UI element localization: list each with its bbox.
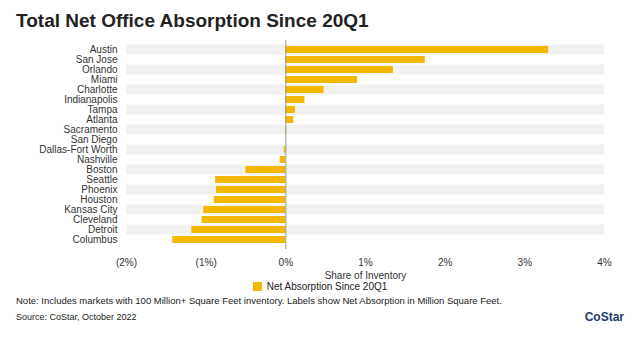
svg-text:1%: 1%	[358, 257, 373, 268]
html-text:Note: Includes markets with 10: Note: Includes markets with 100 Million+…	[16, 295, 502, 306]
svg-text:3%: 3%	[518, 257, 533, 268]
svg-text:Cleveland: Cleveland	[73, 214, 118, 226]
svg-text:Seattle: Seattle	[86, 174, 118, 186]
svg-text:San Diego: San Diego	[70, 134, 118, 146]
svg-text:Kansas City: Kansas City	[64, 204, 118, 216]
svg-text:Columbus: Columbus	[72, 234, 117, 245]
svg-text:Share of Inventory: Share of Inventory	[325, 270, 407, 281]
svg-text:Nashville: Nashville	[76, 154, 118, 166]
svg-text:San Jose: San Jose	[75, 54, 118, 66]
html-text:CoStar: CoStar	[584, 310, 624, 324]
svg-text:(1%): (1%)	[196, 257, 217, 268]
svg-text:Detroit: Detroit	[88, 224, 118, 236]
html-text:Net Absorption Since 20Q1: Net Absorption Since 20Q1	[266, 281, 388, 292]
svg-text:Charlotte: Charlotte	[76, 84, 118, 96]
svg-text:Indianapolis: Indianapolis	[64, 94, 118, 106]
html-text:Total Net Office Absorption Si: Total Net Office Absorption Since 20Q1	[16, 10, 369, 31]
html-text:Source: CoStar, October 2022: Source: CoStar, October 2022	[16, 312, 137, 322]
svg-text:Phoenix: Phoenix	[81, 184, 118, 196]
svg-text:Miami: Miami	[90, 74, 118, 86]
svg-text:Houston: Houston	[80, 194, 118, 206]
svg-text:Tampa: Tampa	[87, 104, 118, 116]
svg-text:(2%): (2%)	[116, 257, 137, 268]
svg-text:Atlanta: Atlanta	[86, 114, 118, 126]
svg-text:Austin: Austin	[89, 44, 118, 56]
svg-text:Orlando: Orlando	[81, 64, 118, 76]
svg-text:Sacramento: Sacramento	[63, 124, 118, 136]
svg-text:Boston: Boston	[86, 164, 118, 176]
svg-text:Dallas-Fort Worth: Dallas-Fort Worth	[39, 144, 118, 156]
svg-text:2%: 2%	[438, 257, 453, 268]
svg-text:4%: 4%	[597, 257, 612, 268]
svg-text:0%: 0%	[279, 257, 294, 268]
